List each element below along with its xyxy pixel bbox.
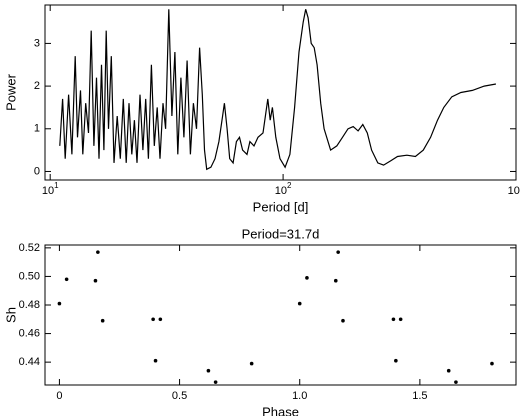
x-tick-label-base: 1.5 (412, 390, 427, 402)
data-point (153, 358, 158, 363)
x-tick-label: 1.0 (292, 390, 307, 402)
data-point (158, 317, 163, 322)
y-tick-label: 0.46 (19, 327, 40, 339)
x-axis-label: Phase (262, 404, 299, 416)
x-tick-label-base: 0.5 (172, 390, 187, 402)
data-point (454, 380, 458, 384)
y-axis-label: Power (3, 73, 18, 111)
y-axis-label: Sh (3, 307, 18, 323)
data-point (398, 317, 403, 322)
x-tick-label-base: 10 (275, 185, 287, 197)
y-tick-label: 0.44 (19, 356, 40, 368)
data-point (333, 278, 338, 283)
power-line (59, 9, 497, 171)
y-tick-label: 2 (34, 80, 40, 92)
x-tick-label-exponent: 1 (54, 181, 59, 190)
x-tick-label: 103 (508, 181, 520, 197)
y-tick-label: 0.50 (19, 270, 40, 282)
x-tick-label: 101 (42, 181, 59, 197)
data-point (297, 301, 302, 306)
y-tick-label: 1 (34, 123, 40, 135)
data-point (57, 301, 62, 306)
x-tick-label-exponent: 2 (287, 181, 292, 190)
x-tick-label-base: 10 (42, 185, 54, 197)
data-point (446, 368, 451, 373)
x-tick-label-base: 10 (508, 185, 520, 197)
data-point (490, 361, 494, 366)
data-point (341, 318, 345, 323)
data-point (391, 317, 396, 322)
data-point (151, 317, 155, 322)
y-tick-label: 0.48 (19, 299, 40, 311)
x-tick-label: 1.5 (412, 390, 427, 402)
x-tick-label: 0 (56, 390, 62, 402)
data-point (93, 278, 98, 283)
data-point (206, 368, 211, 373)
data-point (96, 250, 100, 254)
plot-frame (44, 4, 517, 181)
data-point (336, 250, 340, 254)
data-point (394, 358, 398, 363)
data-point (305, 276, 309, 280)
x-tick-label-base: 0 (56, 390, 62, 402)
data-point (249, 361, 254, 366)
data-point (213, 380, 218, 384)
x-tick-label: 0.5 (172, 390, 187, 402)
x-tick-label-base: 1.0 (292, 390, 307, 402)
x-tick-label: 102 (275, 181, 292, 197)
plot-frame (44, 244, 517, 386)
chart-title: Period=31.7d (242, 226, 320, 241)
y-tick-label: 0.52 (19, 242, 40, 254)
y-tick-label: 0 (34, 165, 40, 177)
y-tick-label: 3 (34, 37, 40, 49)
data-point (100, 318, 105, 323)
x-axis-label: Period [d] (253, 199, 309, 214)
data-point (64, 277, 69, 282)
